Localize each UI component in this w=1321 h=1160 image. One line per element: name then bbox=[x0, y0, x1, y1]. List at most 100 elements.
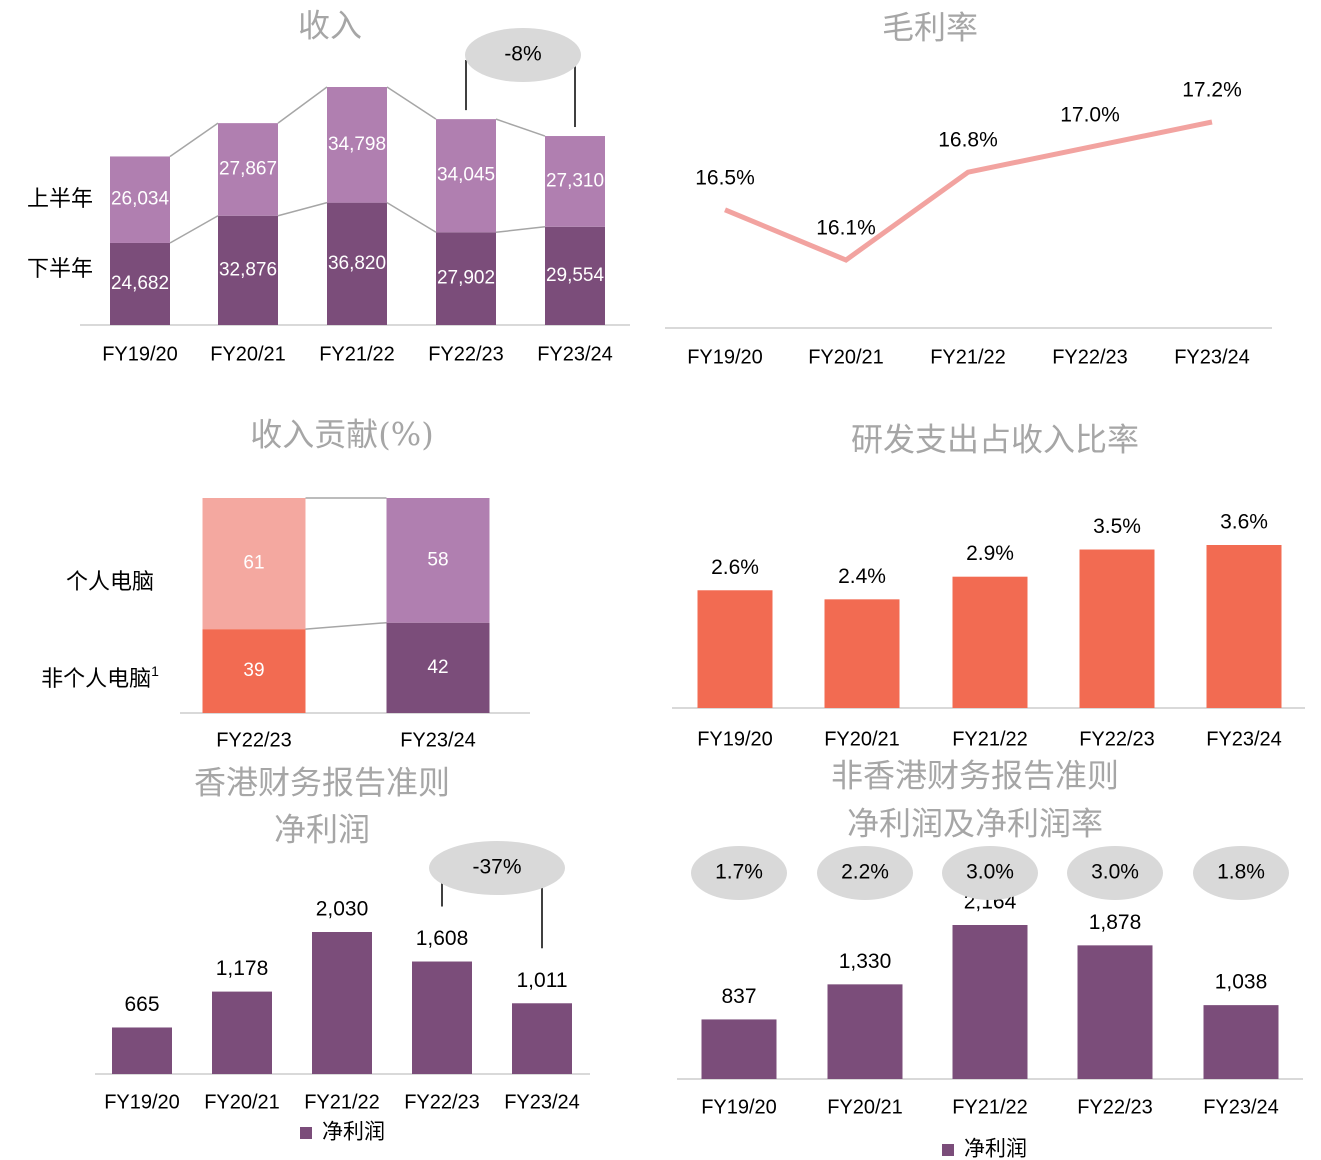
bar bbox=[952, 925, 1028, 1079]
footnote-marker: 1 bbox=[151, 663, 159, 679]
bar bbox=[412, 961, 472, 1074]
value-label: 24,682 bbox=[111, 273, 169, 294]
chart-title: 收入 bbox=[298, 7, 362, 45]
x-tick-label: FY23/24 bbox=[1203, 1096, 1279, 1118]
legend-label: 个人电脑 bbox=[66, 569, 154, 594]
value-label: 3.6% bbox=[1220, 511, 1268, 534]
x-tick-label: FY21/22 bbox=[952, 728, 1028, 750]
connector bbox=[169, 122, 219, 158]
value-label: 16.5% bbox=[695, 166, 755, 189]
bar bbox=[1206, 545, 1282, 708]
annotation: -37% bbox=[472, 856, 521, 879]
margin-label: 1.7% bbox=[715, 861, 763, 884]
legend-swatch bbox=[300, 1127, 312, 1139]
x-tick-label: FY21/22 bbox=[952, 1096, 1028, 1118]
x-tick-label: FY22/23 bbox=[1052, 346, 1128, 368]
bar-segment bbox=[386, 498, 490, 623]
legend-name: 下半年 bbox=[27, 256, 93, 281]
chart-title: 收入贡献(%) bbox=[250, 416, 433, 454]
value-label: 1,178 bbox=[216, 957, 269, 980]
x-tick-label: FY20/21 bbox=[824, 728, 900, 750]
margin-label: 3.0% bbox=[1091, 861, 1139, 884]
bar-segment bbox=[327, 202, 387, 325]
legend-label: 下半年 bbox=[27, 256, 93, 281]
x-tick-label: FY21/22 bbox=[319, 343, 395, 365]
legend-label: 净利润 bbox=[964, 1138, 1027, 1160]
value-label: 27,310 bbox=[546, 170, 604, 191]
value-label: 36,820 bbox=[328, 253, 386, 274]
x-tick-label: FY22/23 bbox=[428, 343, 504, 365]
connector bbox=[169, 215, 219, 244]
annotation-bubble bbox=[429, 841, 565, 895]
bar bbox=[1077, 945, 1153, 1079]
margin-bubble bbox=[817, 846, 913, 900]
value-label: 665 bbox=[124, 993, 159, 1016]
x-tick-label: FY21/22 bbox=[304, 1091, 380, 1113]
value-label: 27,902 bbox=[437, 268, 495, 289]
chart-title: 非香港财务报告准则 bbox=[831, 757, 1119, 795]
legend-label: 净利润 bbox=[322, 1121, 385, 1144]
value-label: 1,038 bbox=[1215, 971, 1268, 994]
x-tick-label: FY19/20 bbox=[104, 1091, 180, 1113]
bar bbox=[512, 1003, 572, 1074]
value-label: 16.1% bbox=[816, 217, 876, 240]
x-tick-label: FY23/24 bbox=[537, 343, 613, 365]
x-tick-label: FY19/20 bbox=[687, 346, 763, 368]
legend-name: 个人电脑 bbox=[66, 569, 154, 594]
legend-name: 上半年 bbox=[27, 186, 93, 211]
connector bbox=[495, 118, 546, 137]
bar-segment bbox=[545, 136, 605, 227]
value-label: 34,798 bbox=[328, 134, 386, 155]
connector bbox=[277, 201, 328, 217]
x-tick-label: FY22/23 bbox=[216, 729, 292, 751]
legend-label: 非个人电脑1 bbox=[41, 663, 159, 691]
x-tick-label: FY23/24 bbox=[1206, 728, 1282, 750]
x-tick-label: FY23/24 bbox=[1174, 346, 1250, 368]
annotation: -8% bbox=[504, 43, 541, 66]
bar bbox=[112, 1027, 172, 1074]
value-label: 26,034 bbox=[111, 189, 170, 210]
x-tick-label: FY22/23 bbox=[1077, 1096, 1153, 1118]
bar-segment bbox=[202, 629, 306, 713]
x-tick-label: FY22/23 bbox=[404, 1091, 480, 1113]
value-label: 2.9% bbox=[966, 542, 1014, 565]
bar bbox=[701, 1019, 777, 1079]
x-tick-label: FY23/24 bbox=[504, 1091, 580, 1113]
chart-title: 毛利率 bbox=[882, 9, 978, 47]
connector bbox=[386, 201, 437, 233]
margin-label: 3.0% bbox=[966, 861, 1014, 884]
margin-label: 2.2% bbox=[841, 861, 889, 884]
bar bbox=[952, 576, 1028, 708]
bar-segment bbox=[110, 242, 170, 325]
value-label: 17.0% bbox=[1060, 104, 1120, 127]
value-label: 27,867 bbox=[219, 158, 277, 179]
value-label: 16.8% bbox=[938, 129, 998, 152]
chart-title: 香港财务报告准则 bbox=[194, 764, 450, 802]
x-tick-label: FY22/23 bbox=[1079, 728, 1155, 750]
x-tick-label: FY19/20 bbox=[701, 1096, 777, 1118]
value-label: 34,045 bbox=[437, 165, 495, 186]
bar bbox=[827, 984, 903, 1079]
chart-title: 净利润 bbox=[274, 811, 370, 849]
value-label: 58 bbox=[427, 549, 448, 570]
value-label: 1,878 bbox=[1089, 911, 1142, 934]
chart-title: 净利润及净利润率 bbox=[847, 805, 1103, 843]
bar-segment bbox=[218, 215, 278, 325]
annotation-bubble bbox=[465, 28, 581, 82]
x-tick-label: FY21/22 bbox=[930, 346, 1006, 368]
margin-bubble bbox=[942, 846, 1038, 900]
bar-segment bbox=[110, 156, 170, 243]
bar bbox=[697, 590, 773, 708]
legend-label: 上半年 bbox=[27, 186, 93, 211]
x-tick-label: FY20/21 bbox=[210, 343, 286, 365]
bar-segment bbox=[436, 232, 496, 325]
value-label: 17.2% bbox=[1182, 79, 1242, 102]
line bbox=[724, 119, 1213, 263]
bar-segment bbox=[436, 119, 496, 233]
value-label: 2.4% bbox=[838, 565, 886, 588]
bar bbox=[212, 991, 272, 1074]
value-label: 29,554 bbox=[546, 265, 605, 286]
connector bbox=[277, 86, 328, 124]
x-tick-label: FY19/20 bbox=[102, 343, 178, 365]
value-label: 1,608 bbox=[416, 927, 469, 950]
